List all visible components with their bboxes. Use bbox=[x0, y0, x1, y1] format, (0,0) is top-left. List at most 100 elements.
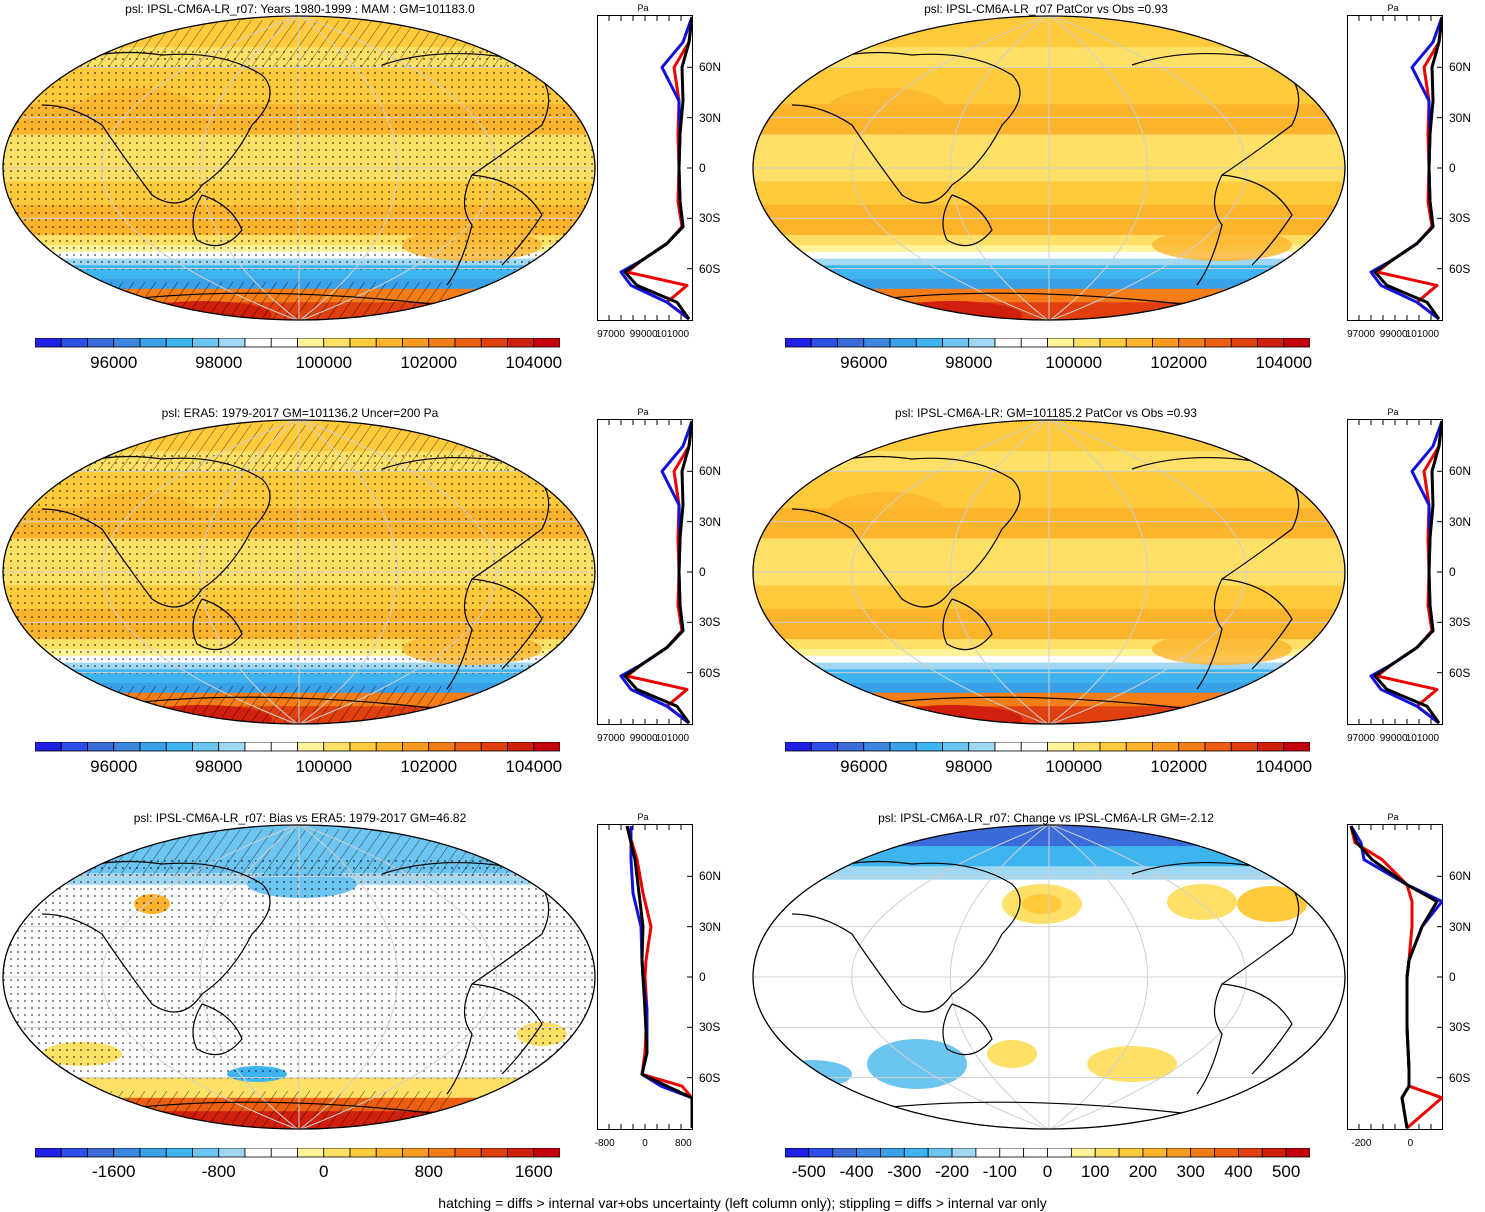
colorbar-swatch bbox=[533, 338, 560, 348]
lat-tick-label: 60S bbox=[1449, 261, 1471, 276]
colorbar-swatch bbox=[994, 338, 1022, 348]
lat-tick-label: 60N bbox=[699, 60, 722, 75]
profile-unit-label: Pa bbox=[1387, 812, 1399, 822]
panel-title: psl: IPSL-CM6A-LR_r07: Years 1980-1999 :… bbox=[125, 2, 475, 16]
colorbar-tick-label: -100 bbox=[982, 1162, 1017, 1181]
colorbar-swatch bbox=[1190, 1148, 1215, 1158]
colorbar-swatch bbox=[507, 1148, 535, 1158]
profile-unit-label: Pa bbox=[637, 3, 649, 13]
colorbar-swatch bbox=[244, 338, 272, 348]
colorbar-swatch bbox=[1230, 742, 1258, 752]
colorbar-swatch bbox=[87, 742, 115, 752]
colorbar-swatch bbox=[1094, 1148, 1120, 1158]
profile-x-tick-label: -200 bbox=[1351, 1138, 1372, 1149]
colorbar-swatch bbox=[837, 338, 865, 348]
colorbar-swatch bbox=[785, 338, 812, 348]
colorbar-swatch bbox=[1152, 742, 1180, 752]
map-plot bbox=[2, 15, 596, 321]
lat-tick-label: 30S bbox=[699, 1020, 721, 1035]
colorbar-swatch bbox=[428, 742, 456, 752]
map-plot bbox=[752, 15, 1346, 321]
colorbar-swatch bbox=[480, 1148, 508, 1158]
colorbar-swatch bbox=[1214, 1148, 1239, 1158]
profile-unit-label: Pa bbox=[637, 812, 649, 822]
colorbar-swatch bbox=[192, 1148, 220, 1158]
series-model-line bbox=[1349, 825, 1443, 1130]
colorbar-swatch bbox=[942, 338, 970, 348]
series-mean-line bbox=[1373, 420, 1443, 724]
colorbar-tick-label: 102000 bbox=[400, 757, 458, 776]
colorbar-swatch bbox=[975, 1148, 1001, 1158]
profile-x-tick-label: 0 bbox=[642, 1138, 648, 1149]
profile-x-tick-label: 99000 bbox=[629, 329, 658, 340]
colorbar-tick-label: -400 bbox=[839, 1162, 874, 1181]
colorbar-swatch bbox=[533, 742, 560, 752]
colorbar-swatch bbox=[323, 338, 351, 348]
colorbar-swatch bbox=[1283, 742, 1310, 752]
colorbar-swatch bbox=[428, 338, 456, 348]
colorbar-tick-label: 96000 bbox=[90, 757, 138, 776]
colorbar-tick-label: 104000 bbox=[1255, 353, 1313, 372]
colorbar-swatch bbox=[270, 742, 298, 752]
colorbar-swatch bbox=[915, 742, 943, 752]
lat-tick-label: 30S bbox=[1449, 1020, 1471, 1035]
colorbar-tick-label: 400 bbox=[1224, 1162, 1253, 1181]
colorbar bbox=[35, 1148, 560, 1158]
colorbar-swatch bbox=[863, 742, 891, 752]
colorbar-swatch bbox=[297, 742, 325, 752]
colorbar-swatch bbox=[35, 338, 62, 348]
colorbar-swatch bbox=[165, 1148, 193, 1158]
colorbar-swatch bbox=[192, 338, 220, 348]
colorbar-tick-label: 104000 bbox=[505, 757, 563, 776]
colorbar bbox=[785, 338, 1310, 348]
colorbar-swatch bbox=[880, 1148, 905, 1158]
profile-x-tick-label: 97000 bbox=[1347, 329, 1375, 340]
lat-tick-label: 0 bbox=[1449, 161, 1456, 175]
colorbar-swatch bbox=[139, 338, 167, 348]
colorbar-tick-label: 800 bbox=[414, 1162, 443, 1181]
colorbar-swatch bbox=[349, 1148, 377, 1158]
colorbar-swatch bbox=[165, 338, 193, 348]
colorbar-tick-label: 96000 bbox=[840, 353, 888, 372]
colorbar-swatch bbox=[915, 338, 943, 348]
colorbar-swatch bbox=[35, 742, 62, 752]
profile-x-tick-label: 97000 bbox=[597, 329, 625, 340]
colorbar-tick-label: 98000 bbox=[945, 757, 993, 776]
colorbar bbox=[785, 742, 1310, 752]
colorbar-swatch bbox=[270, 338, 298, 348]
colorbar-swatch bbox=[785, 742, 812, 752]
colorbar-swatch bbox=[244, 742, 272, 752]
colorbar-swatch bbox=[113, 1148, 141, 1158]
lat-tick-label: 30N bbox=[699, 919, 722, 934]
colorbar-swatch bbox=[454, 1148, 482, 1158]
colorbar-tick-label: -1600 bbox=[92, 1162, 136, 1181]
colorbar-swatch bbox=[113, 338, 141, 348]
lat-tick-label: 30N bbox=[1449, 514, 1472, 529]
lat-tick-label: 60S bbox=[1449, 1070, 1471, 1085]
colorbar-swatch bbox=[810, 742, 838, 752]
footer-note: hatching = diffs > internal var+obs unce… bbox=[438, 1195, 1047, 1211]
colorbar-swatch bbox=[165, 742, 193, 752]
profile-unit-label: Pa bbox=[1387, 3, 1399, 13]
colorbar-swatch bbox=[968, 338, 996, 348]
colorbar-swatch bbox=[1204, 742, 1232, 752]
colorbar-swatch bbox=[1204, 338, 1232, 348]
colorbar-swatch bbox=[507, 742, 535, 752]
panel-title: psl: IPSL-CM6A-LR_r07 PatCor vs Obs =0.9… bbox=[924, 2, 1168, 16]
colorbar-tick-label: 98000 bbox=[195, 757, 243, 776]
colorbar-tick-label: 0 bbox=[1042, 1162, 1053, 1181]
colorbar-swatch bbox=[1125, 742, 1153, 752]
colorbar-tick-label: -500 bbox=[791, 1162, 826, 1181]
colorbar-swatch bbox=[192, 742, 220, 752]
colorbar-swatch bbox=[942, 742, 970, 752]
map-field bbox=[753, 420, 1345, 724]
colorbar-swatch bbox=[218, 338, 246, 348]
colorbar-swatch bbox=[810, 338, 838, 348]
lat-tick-label: 0 bbox=[699, 970, 706, 984]
colorbar-swatch bbox=[60, 338, 88, 348]
colorbar-swatch bbox=[1073, 338, 1101, 348]
lat-tick-label: 60S bbox=[1449, 665, 1471, 680]
lat-tick-label: 60N bbox=[1449, 869, 1472, 884]
profile-x-tick-label: 800 bbox=[675, 1138, 692, 1149]
colorbar-tick-label: 200 bbox=[1128, 1162, 1158, 1181]
